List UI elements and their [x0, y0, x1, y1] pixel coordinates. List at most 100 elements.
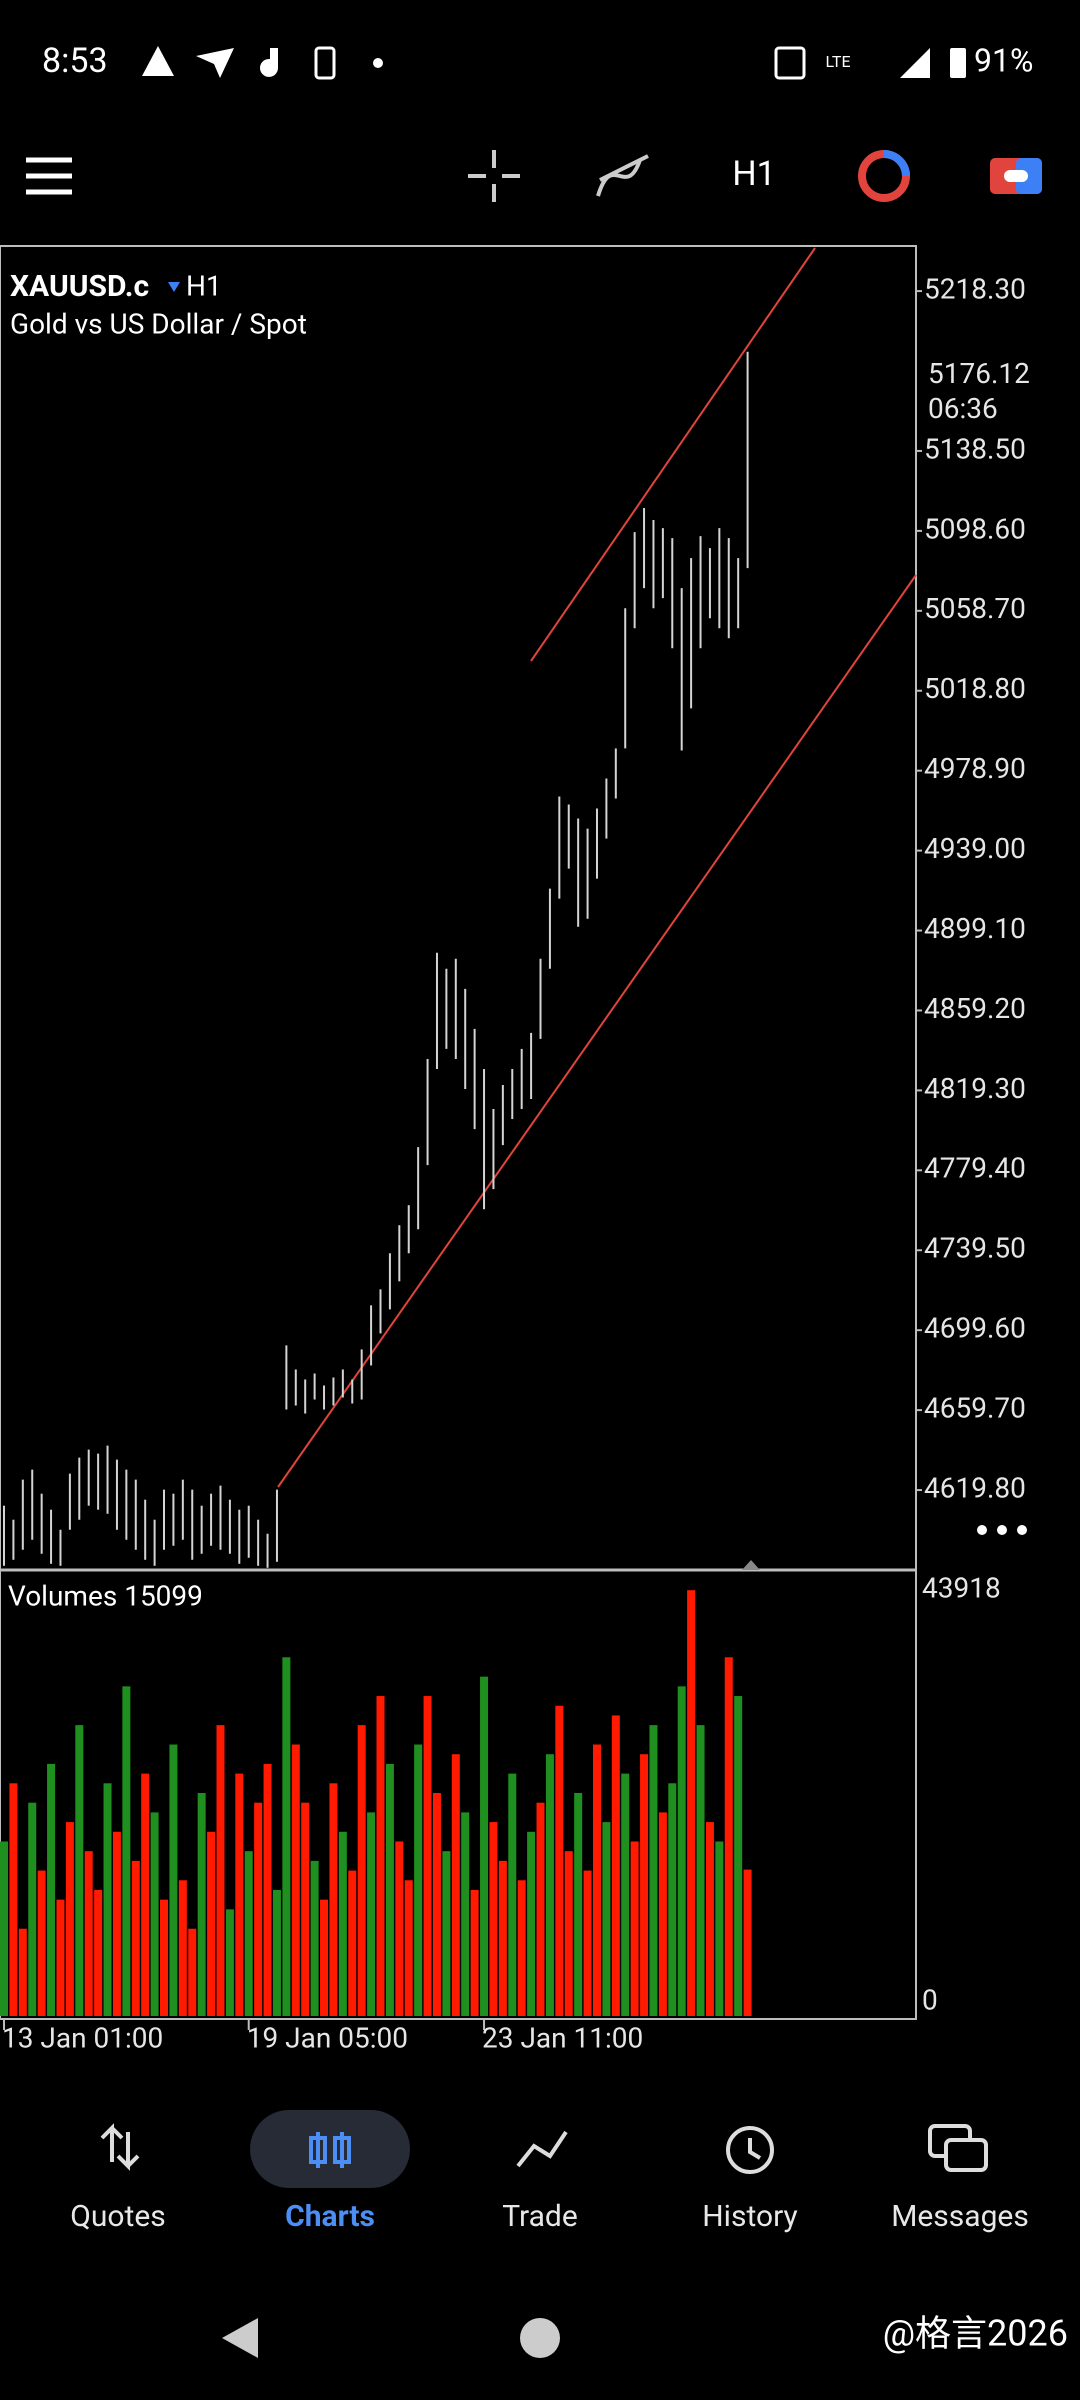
tab-icons — [100, 2123, 988, 2174]
plot: 5218.30 5138.50 5098.60 5058.70 5018.80 4978.… — [0, 272, 1030, 2054]
status-icons: LTE — [142, 46, 966, 80]
volume-bar — [602, 1822, 611, 2016]
volume-bar — [451, 1754, 460, 2016]
volume-bar — [338, 1831, 347, 2016]
y-tick-label: 5098.60 — [924, 512, 1026, 545]
history-hands — [748, 2138, 762, 2160]
tab-label[interactable]: History — [702, 2199, 797, 2234]
volume-bar — [207, 1831, 216, 2016]
tab-label[interactable]: Messages — [891, 2199, 1029, 2234]
messages-icon-back — [944, 2138, 988, 2172]
y-tick-label: 4779.40 — [924, 1152, 1026, 1185]
volume-bar — [470, 1889, 479, 2016]
clock-button[interactable] — [858, 150, 910, 202]
chart-subtitle: Gold vs US Dollar / Spot — [10, 307, 307, 340]
volume-bar — [630, 1841, 639, 2016]
volume-bar — [141, 1773, 150, 2016]
tab-label[interactable]: Trade — [502, 2199, 578, 2234]
y-tick-label: 4859.20 — [924, 992, 1026, 1025]
volume-bar — [216, 1725, 225, 2016]
x-tick-label: 23 Jan 11:00 — [482, 2021, 643, 2054]
volume-bar — [235, 1773, 244, 2016]
volume-bar — [254, 1802, 263, 2016]
last-price: 5176.12 — [928, 357, 1030, 390]
symbol-dropdown[interactable] — [168, 282, 180, 292]
trade-icon-center — [1004, 170, 1028, 182]
trend-line — [277, 574, 917, 1488]
volume-bar — [668, 1783, 677, 2016]
volume-bar — [65, 1822, 74, 2016]
volume-bar — [244, 1851, 253, 2016]
volume-bar — [122, 1686, 131, 2016]
menu-button[interactable] — [26, 157, 72, 195]
volume-bar — [705, 1822, 714, 2016]
volume-bar — [301, 1802, 310, 2016]
trade-button[interactable] — [990, 158, 1042, 194]
crosshair-button[interactable] — [468, 150, 520, 202]
volume-bar — [357, 1725, 366, 2016]
tab-label[interactable]: Quotes — [70, 2199, 166, 2234]
volume-bar — [376, 1696, 385, 2016]
y-tick-label: 4819.30 — [924, 1072, 1026, 1105]
volume-bar — [75, 1725, 84, 2016]
more-button[interactable] — [977, 1525, 1027, 1535]
tiktok-icon — [260, 48, 278, 77]
battery-level: 91% — [974, 41, 1033, 79]
volume-bar — [498, 1860, 507, 2016]
volume-bar — [395, 1841, 404, 2016]
volume-bar — [414, 1744, 423, 2016]
active-tab-pill — [250, 2110, 410, 2188]
volume-bar — [112, 1831, 121, 2016]
signal-icon — [900, 48, 930, 78]
charts-icon-body — [309, 2136, 327, 2164]
volume-bar — [442, 1851, 451, 2016]
symbol[interactable]: XAUUSD.c — [10, 269, 149, 304]
volume-bar — [658, 1812, 667, 2016]
home-button[interactable] — [520, 2318, 560, 2358]
volume-bar — [320, 1899, 329, 2016]
back-button[interactable] — [222, 2318, 258, 2358]
status-time: 8:53 — [42, 41, 108, 81]
dot-icon — [373, 58, 383, 68]
y-tick-label: 5058.70 — [924, 592, 1026, 625]
volume-title: Volumes 15099 — [8, 1579, 203, 1612]
volume-bar — [423, 1696, 432, 2016]
volume-bar — [480, 1676, 489, 2016]
volume-bar — [37, 1870, 46, 2016]
tab-label[interactable]: Charts — [285, 2199, 375, 2234]
volume-bar — [188, 1928, 197, 2016]
volume-bar — [131, 1860, 140, 2016]
trade-icon-right — [1016, 158, 1042, 194]
quotes-icon — [100, 2123, 140, 2171]
send-icon — [196, 48, 234, 78]
y-tick-label: 4739.50 — [924, 1232, 1026, 1265]
volume-bar — [291, 1744, 300, 2016]
indicators-button[interactable] — [596, 154, 649, 197]
volume-bar — [263, 1763, 272, 2016]
chart-timeframe: H1 — [186, 269, 222, 302]
volume-tick-label: 0 — [922, 1983, 938, 2016]
shift-marker — [742, 1560, 760, 1570]
volume-bar — [724, 1657, 733, 2016]
dot — [977, 1525, 987, 1535]
volume-bar — [536, 1802, 545, 2016]
phone-icon — [314, 46, 336, 80]
trend-line — [530, 247, 816, 662]
y-tick-label: 4659.70 — [924, 1392, 1026, 1425]
volume-bar — [677, 1686, 686, 2016]
volume-bar — [734, 1696, 743, 2016]
timeframe-button[interactable]: H1 — [732, 154, 775, 194]
volume-tick-label: 43918 — [922, 1572, 1001, 1605]
volume-bar — [160, 1899, 169, 2016]
volume-bar — [555, 1705, 564, 2016]
volume-bar — [367, 1812, 376, 2016]
volume-bar — [28, 1802, 37, 2016]
tab-bar: Quotes Charts Trade History Messages — [70, 2199, 1029, 2234]
nfc-icon — [774, 46, 806, 80]
volume-bar — [47, 1763, 56, 2016]
volume-bar — [649, 1725, 658, 2016]
y-tick-label: 5218.30 — [924, 272, 1026, 305]
y-tick-label: 4899.10 — [924, 912, 1026, 945]
volume-bar — [564, 1851, 573, 2016]
watermark: @格言2026 — [883, 2313, 1068, 2355]
